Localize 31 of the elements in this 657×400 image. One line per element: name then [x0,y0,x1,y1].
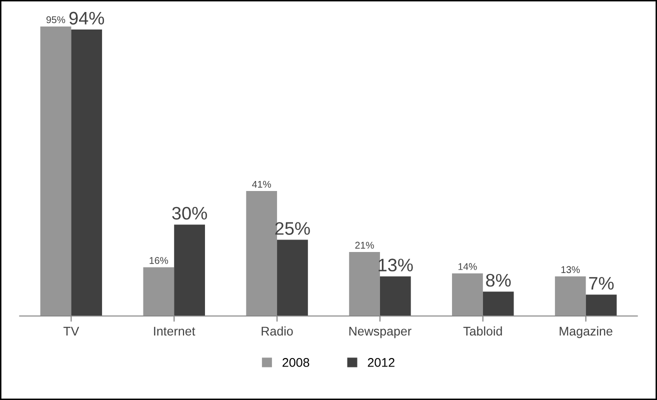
bar [482,292,514,316]
data-label: 30% [172,206,207,220]
data-label: 13% [561,266,580,274]
x-tick-label: Radio [262,326,293,336]
data-label: 7% [589,277,614,290]
bar [71,30,102,316]
legend-label: 2012 [368,358,394,367]
x-tick-label: Tabloid [463,326,502,336]
x-tick-label: Magazine [560,326,612,338]
data-label: 41% [252,180,271,188]
bar [554,276,586,316]
x-tick-label: TV [63,326,80,336]
bar [452,273,483,316]
bar [586,294,617,316]
data-label: 16% [150,257,168,264]
data-label: 25% [275,222,310,235]
data-label: 21% [355,242,374,249]
bar [277,240,308,316]
data-label: 14% [458,263,477,270]
bar [143,267,174,316]
data-label: 13% [378,258,413,272]
legend-label: 2008 [282,358,310,367]
data-label: 8% [486,274,511,287]
data-label: 95% [46,16,66,24]
bar [40,26,72,316]
data-label: 94% [69,12,104,25]
x-tick-label: Newspaper [349,326,412,338]
x-tick-label: Internet [154,326,196,336]
bar [174,224,205,316]
bar [380,276,411,316]
bar [349,252,380,316]
